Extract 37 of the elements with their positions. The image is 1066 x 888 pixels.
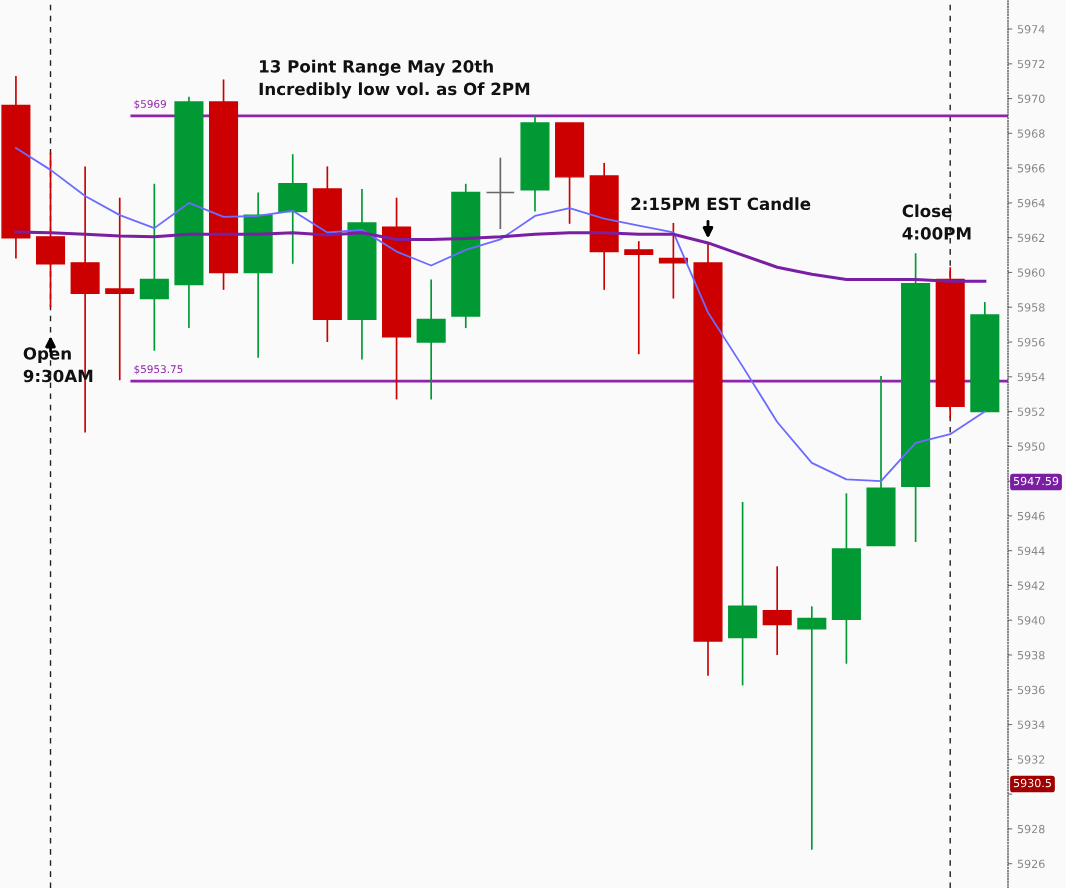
y-tick-label: 5932 (1017, 755, 1045, 764)
candlestick (658, 222, 688, 300)
text: 5930.5 (1013, 778, 1051, 788)
y-tick-label: 5956 (1017, 337, 1045, 347)
y-tick-label: 5974 (1017, 25, 1045, 34)
y-tick-label: 5934 (1017, 720, 1045, 729)
line-series (15, 147, 986, 483)
y-tick-label: 5960 (1017, 268, 1045, 277)
y-tick-label: 5926 (1017, 859, 1045, 869)
y-tick-label: 5966 (1017, 164, 1045, 173)
candlestick (105, 196, 135, 382)
ref-line-label: $5953.75 (134, 364, 183, 375)
y-tick-label: 5964 (1017, 198, 1045, 208)
y-tick-label: 5972 (1017, 59, 1045, 69)
annotation: Close 4:00PM (902, 204, 971, 240)
y-tick-label: 5942 (1017, 581, 1045, 590)
y-tick-label: 5962 (1017, 233, 1045, 243)
y-tick-label: 5950 (1017, 442, 1045, 451)
candlestick (139, 182, 169, 352)
y-tick-label: 5970 (1017, 94, 1045, 103)
y-tick-label: 5946 (1017, 511, 1045, 521)
y-tick-label: 5954 (1017, 372, 1045, 382)
annotation: 13 Point Range May 20th Incredibly low vol. as Of 2PM (259, 59, 530, 99)
y-tick-label: 5968 (1017, 129, 1045, 138)
y-tick-label: 5940 (1017, 616, 1045, 625)
y-tick-label: 5938 (1017, 650, 1045, 660)
ref-line-label: $5969 (134, 99, 166, 110)
y-tick-label: 5936 (1017, 685, 1045, 695)
candlestick (797, 605, 827, 851)
y-tick-label: 5944 (1017, 546, 1045, 556)
y-tick-label: 5928 (1017, 824, 1045, 834)
candlestick (624, 240, 654, 356)
candlestick (485, 156, 515, 230)
annotation: 2:15PM EST Candle (631, 197, 811, 211)
text: 5947.59 (1013, 476, 1059, 486)
y-tick-label: 5958 (1017, 303, 1045, 312)
y-tick-label: 5952 (1017, 407, 1045, 416)
